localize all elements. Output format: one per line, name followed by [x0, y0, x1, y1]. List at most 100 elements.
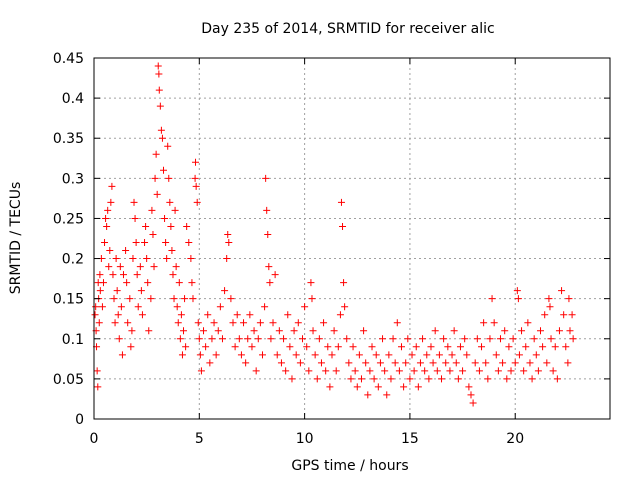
data-point: [478, 343, 486, 351]
data-point: [450, 327, 458, 335]
data-point: [94, 383, 102, 391]
x-tick-label: 5: [195, 431, 204, 447]
data-point: [520, 367, 528, 375]
data-point: [284, 311, 292, 319]
data-point: [292, 351, 300, 359]
grid-lines: [94, 58, 610, 419]
data-point: [167, 222, 175, 230]
data-point: [569, 335, 577, 343]
data-point: [105, 263, 113, 271]
data-point: [158, 134, 166, 142]
data-point: [296, 359, 304, 367]
data-point: [282, 367, 290, 375]
data-point: [92, 303, 100, 311]
data-point: [524, 319, 532, 327]
data-point: [427, 343, 435, 351]
axis-ticks: 0 0.05 0.1 0.15 0.2 0.25 0.3 0.35 0.4 0.45 0 5 10 15 2…: [53, 51, 610, 447]
data-point: [196, 351, 204, 359]
y-tick-label: 0: [75, 412, 84, 428]
data-point: [261, 303, 269, 311]
data-point: [530, 335, 538, 343]
data-point: [122, 247, 130, 255]
data-point: [161, 214, 169, 222]
data-point: [165, 174, 173, 182]
data-point: [221, 287, 229, 295]
data-point: [240, 319, 248, 327]
data-point: [91, 311, 99, 319]
data-point: [480, 319, 488, 327]
data-point: [141, 239, 149, 247]
data-point: [419, 335, 427, 343]
data-point: [197, 367, 205, 375]
data-point: [156, 102, 164, 110]
data-point: [115, 335, 123, 343]
data-point: [301, 303, 309, 311]
data-point: [564, 359, 572, 367]
data-point: [136, 263, 144, 271]
data-point: [343, 335, 351, 343]
data-point: [212, 351, 220, 359]
data-point: [341, 303, 349, 311]
data-point: [204, 311, 212, 319]
data-point: [134, 303, 142, 311]
data-point: [370, 375, 378, 383]
data-point: [551, 343, 559, 351]
data-point: [560, 311, 568, 319]
data-point: [181, 295, 189, 303]
data-point: [155, 70, 163, 78]
data-point: [372, 351, 380, 359]
data-point: [503, 375, 511, 383]
data-point: [414, 383, 422, 391]
data-point: [191, 174, 199, 182]
data-point: [175, 279, 183, 287]
data-point: [488, 295, 496, 303]
data-point: [410, 367, 418, 375]
data-point: [412, 343, 420, 351]
y-tick-label: 0.35: [53, 131, 84, 147]
data-point: [151, 174, 159, 182]
data-point: [364, 391, 372, 399]
data-point: [385, 351, 393, 359]
data-point: [337, 198, 345, 206]
data-point: [539, 343, 547, 351]
data-point: [459, 367, 467, 375]
data-point: [339, 222, 347, 230]
chart-title: Day 235 of 2014, SRMTID for receiver ali…: [201, 21, 494, 37]
x-axis-title: GPS time / hours: [291, 458, 408, 474]
data-point: [473, 335, 481, 343]
data-point: [264, 230, 272, 238]
data-point: [467, 391, 475, 399]
data-point: [237, 351, 245, 359]
data-point: [507, 367, 515, 375]
data-point: [408, 351, 416, 359]
data-point: [360, 327, 368, 335]
data-point: [138, 311, 146, 319]
data-point: [353, 383, 361, 391]
data-point: [170, 295, 178, 303]
data-point: [528, 375, 536, 383]
data-point: [438, 375, 446, 383]
data-point: [547, 335, 555, 343]
data-point: [194, 319, 202, 327]
data-point: [471, 359, 479, 367]
data-point: [376, 359, 384, 367]
data-point: [127, 343, 135, 351]
data-point: [482, 359, 490, 367]
data-point: [553, 375, 561, 383]
data-point: [131, 214, 139, 222]
data-point: [188, 279, 196, 287]
y-axis-title: SRMTID / TECUs: [8, 182, 24, 295]
y-tick-label: 0.4: [62, 91, 84, 107]
data-point: [448, 351, 456, 359]
data-point: [357, 375, 365, 383]
data-point: [271, 271, 279, 279]
data-point: [465, 383, 473, 391]
data-point: [137, 287, 145, 295]
data-point: [109, 271, 117, 279]
data-point: [475, 367, 483, 375]
data-point: [456, 343, 464, 351]
data-point: [174, 319, 182, 327]
data-point: [490, 319, 498, 327]
x-tick-label: 20: [506, 431, 524, 447]
data-point: [532, 351, 540, 359]
